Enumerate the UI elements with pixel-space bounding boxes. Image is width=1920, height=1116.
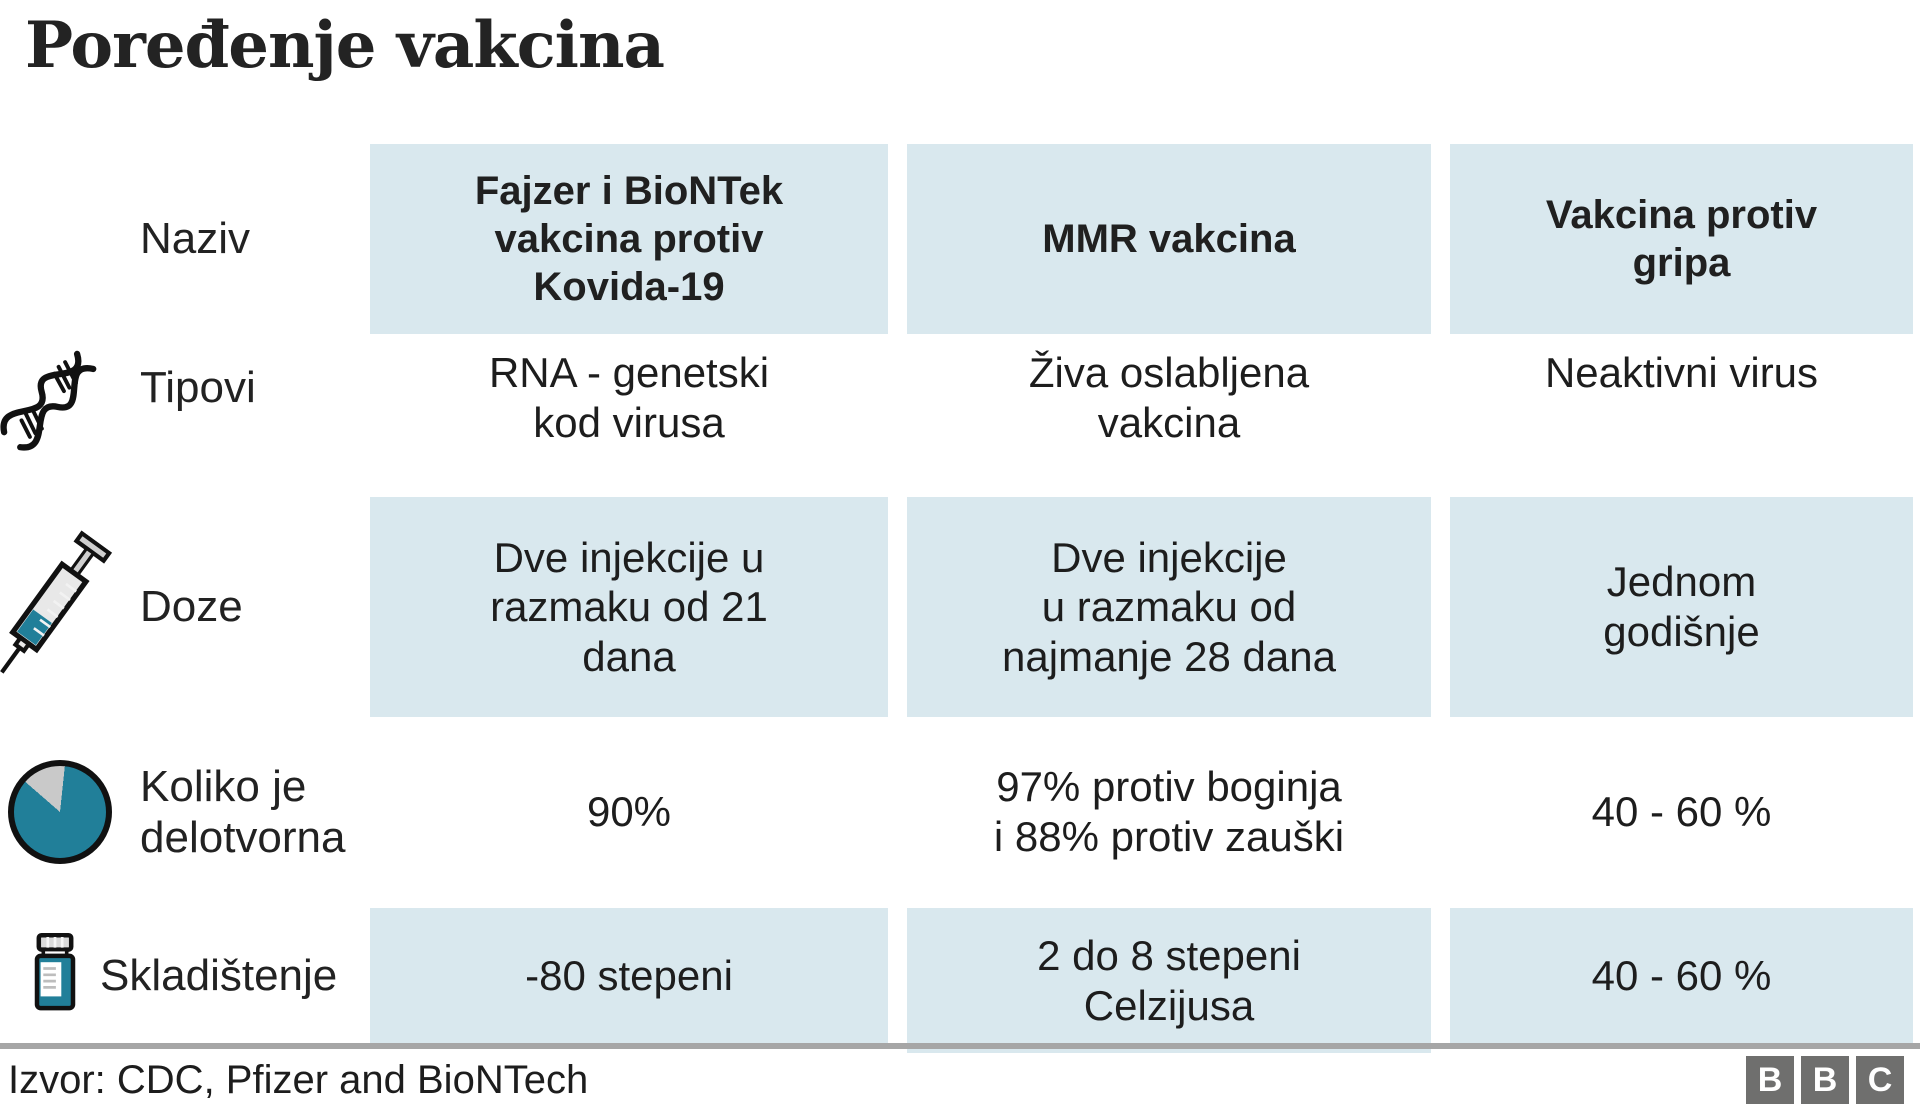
table-row-doze: Doze Dve injekcije u razmaku od 21 dana … [0,497,1913,717]
cell-efficacy-covid: 90% [586,788,672,836]
table-row-tipovi: Tipovi RNA - genetski kod virusa Živa os… [0,348,1913,488]
cell-doze-mmr: Dve injekcije u razmaku od najmanje 28 d… [907,497,1431,717]
pie-chart-icon [8,760,112,864]
bbc-logo-block-1: B [1746,1056,1794,1104]
cell-efficacy-mmr: 97% protiv boginja i 88% protiv zauški [993,763,1345,860]
bbc-logo-block-2: B [1801,1056,1849,1104]
footer-divider [0,1043,1920,1049]
bbc-logo-block-3: C [1856,1056,1904,1104]
bbc-logo: B B C [1746,1056,1904,1104]
header-cell-flu: Vakcina protiv gripa [1450,144,1913,334]
table-row-storage: Skladištenje -80 stepeni 2 do 8 stepeni … [0,908,1913,1053]
cell-doze-covid: Dve injekcije u razmaku od 21 dana [370,497,888,717]
cell-doze-flu: Jednom godišnje [1450,497,1913,717]
dna-icon [0,332,117,475]
row-label-naziv: Naziv [140,214,251,264]
row-label-doze: Doze [140,582,243,632]
table-row-naziv: Naziv Fajzer i BioNTek vakcina protiv Ko… [0,144,1913,334]
row-label-efficacy: Koliko je delotvorna [140,761,346,862]
row-label-storage: Skladištenje [100,950,338,1000]
source-attribution: Izvor: CDC, Pfizer and BioNTech [8,1058,589,1102]
syringe-icon [0,522,123,700]
cell-tipovi-mmr: Živa oslabljena vakcina [1028,349,1310,446]
vial-icon [28,932,82,1019]
page-title: Poređenje vakcina [25,8,665,83]
cell-tipovi-covid: RNA - genetski kod virusa [488,349,770,446]
cell-efficacy-flu: 40 - 60 % [1591,788,1772,836]
table-row-efficacy: Koliko je delotvorna 90% 97% protiv bogi… [0,732,1913,892]
row-label-tipovi: Tipovi [140,363,256,412]
cell-storage-flu: 40 - 60 % [1450,908,1913,1043]
cell-storage-covid: -80 stepeni [370,908,888,1043]
header-cell-pfizer-biontech: Fajzer i BioNTek vakcina protiv Kovida-1… [370,144,888,334]
cell-storage-mmr: 2 do 8 stepeni Celzijusa [907,908,1431,1053]
cell-tipovi-flu: Neaktivni virus [1544,349,1819,396]
header-cell-mmr: MMR vakcina [907,144,1431,334]
